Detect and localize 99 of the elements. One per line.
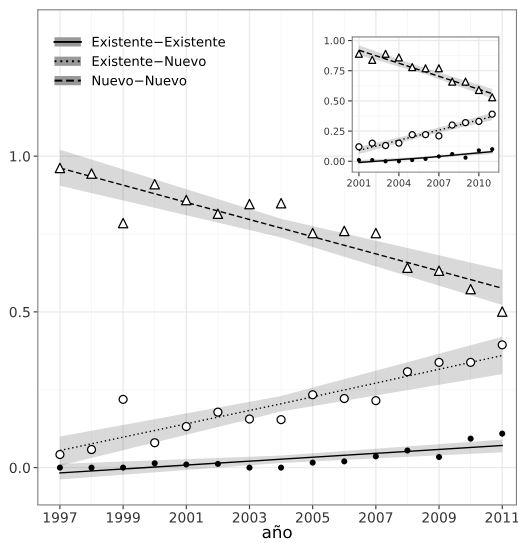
point [120,464,126,471]
point [214,460,221,467]
y-tick-label: 0.00 [324,158,345,166]
point [499,430,506,437]
point [86,168,97,179]
point [421,64,430,72]
point [370,158,374,162]
point [402,367,412,376]
point [382,142,390,150]
point [244,198,255,210]
point [475,118,482,126]
point [276,415,286,424]
point [56,464,63,471]
point [462,118,470,126]
point [152,460,158,466]
point [435,132,443,140]
point [181,194,192,206]
point [448,77,456,86]
x-tick-label: 2007 [427,179,450,187]
point [408,131,416,138]
x-tick-label: 2007 [359,512,392,523]
y-tick-label: 0.5 [10,306,30,318]
point [278,464,284,471]
point [383,159,388,164]
point [465,284,476,294]
y-tick-label: 0.0 [10,462,30,474]
point [55,450,65,460]
point [338,226,350,236]
point [434,64,443,72]
point [404,447,410,454]
x-tick-label: 2001 [347,179,370,187]
point [340,394,349,404]
point [450,152,454,156]
x-tick-label: 2003 [232,512,266,523]
point [381,50,390,58]
point [474,86,483,94]
point [422,131,430,138]
point [88,464,95,471]
point [54,162,66,174]
point [488,110,496,118]
x-axis-title: año [262,525,292,538]
point [434,358,444,367]
x-tick-label: 2005 [296,512,330,523]
point [246,464,253,471]
point [213,408,223,417]
point [436,454,442,460]
point [466,358,476,367]
point [402,262,413,273]
point [468,436,474,442]
point [496,306,508,317]
point [183,461,190,468]
y-tick-label: 0.50 [324,97,345,105]
point [476,148,481,152]
point [212,208,224,220]
point [308,390,318,400]
point [368,140,376,147]
legend-label: Existente−Existente [92,36,226,47]
point [371,396,380,406]
point [118,394,128,404]
x-tick-label: 2010 [467,179,491,187]
point [150,438,160,448]
y-tick-label: 0.25 [324,128,344,135]
point [356,158,361,162]
x-tick-label: 2009 [422,512,456,523]
point [354,50,363,58]
point [372,453,379,460]
point [149,178,160,190]
point [490,147,494,152]
point [341,458,348,464]
point [434,265,444,276]
legend-label: Nuevo−Nuevo [92,76,186,86]
point [86,444,96,454]
point [461,77,470,86]
point [244,414,254,424]
point [118,218,128,228]
point [276,198,286,208]
y-tick-label: 0.75 [324,67,344,75]
x-tick-label: 2001 [170,512,203,523]
point [307,228,318,238]
point [436,154,441,159]
point [488,93,496,102]
point [463,156,468,160]
x-tick-label: 2004 [387,179,411,187]
y-tick-label: 1.00 [324,37,345,44]
point [368,56,376,64]
point [310,460,316,466]
point [355,143,363,150]
point [182,422,191,432]
point [423,156,428,161]
point [448,121,456,129]
y-tick-label: 1.0 [10,151,30,162]
x-tick-label: 1999 [106,512,140,523]
legend-label: Existente−Nuevo [92,56,206,66]
point [395,140,403,147]
point [408,63,416,72]
point [394,53,403,62]
point [370,228,382,238]
x-tick-label: 1997 [44,512,76,523]
point [498,340,507,350]
